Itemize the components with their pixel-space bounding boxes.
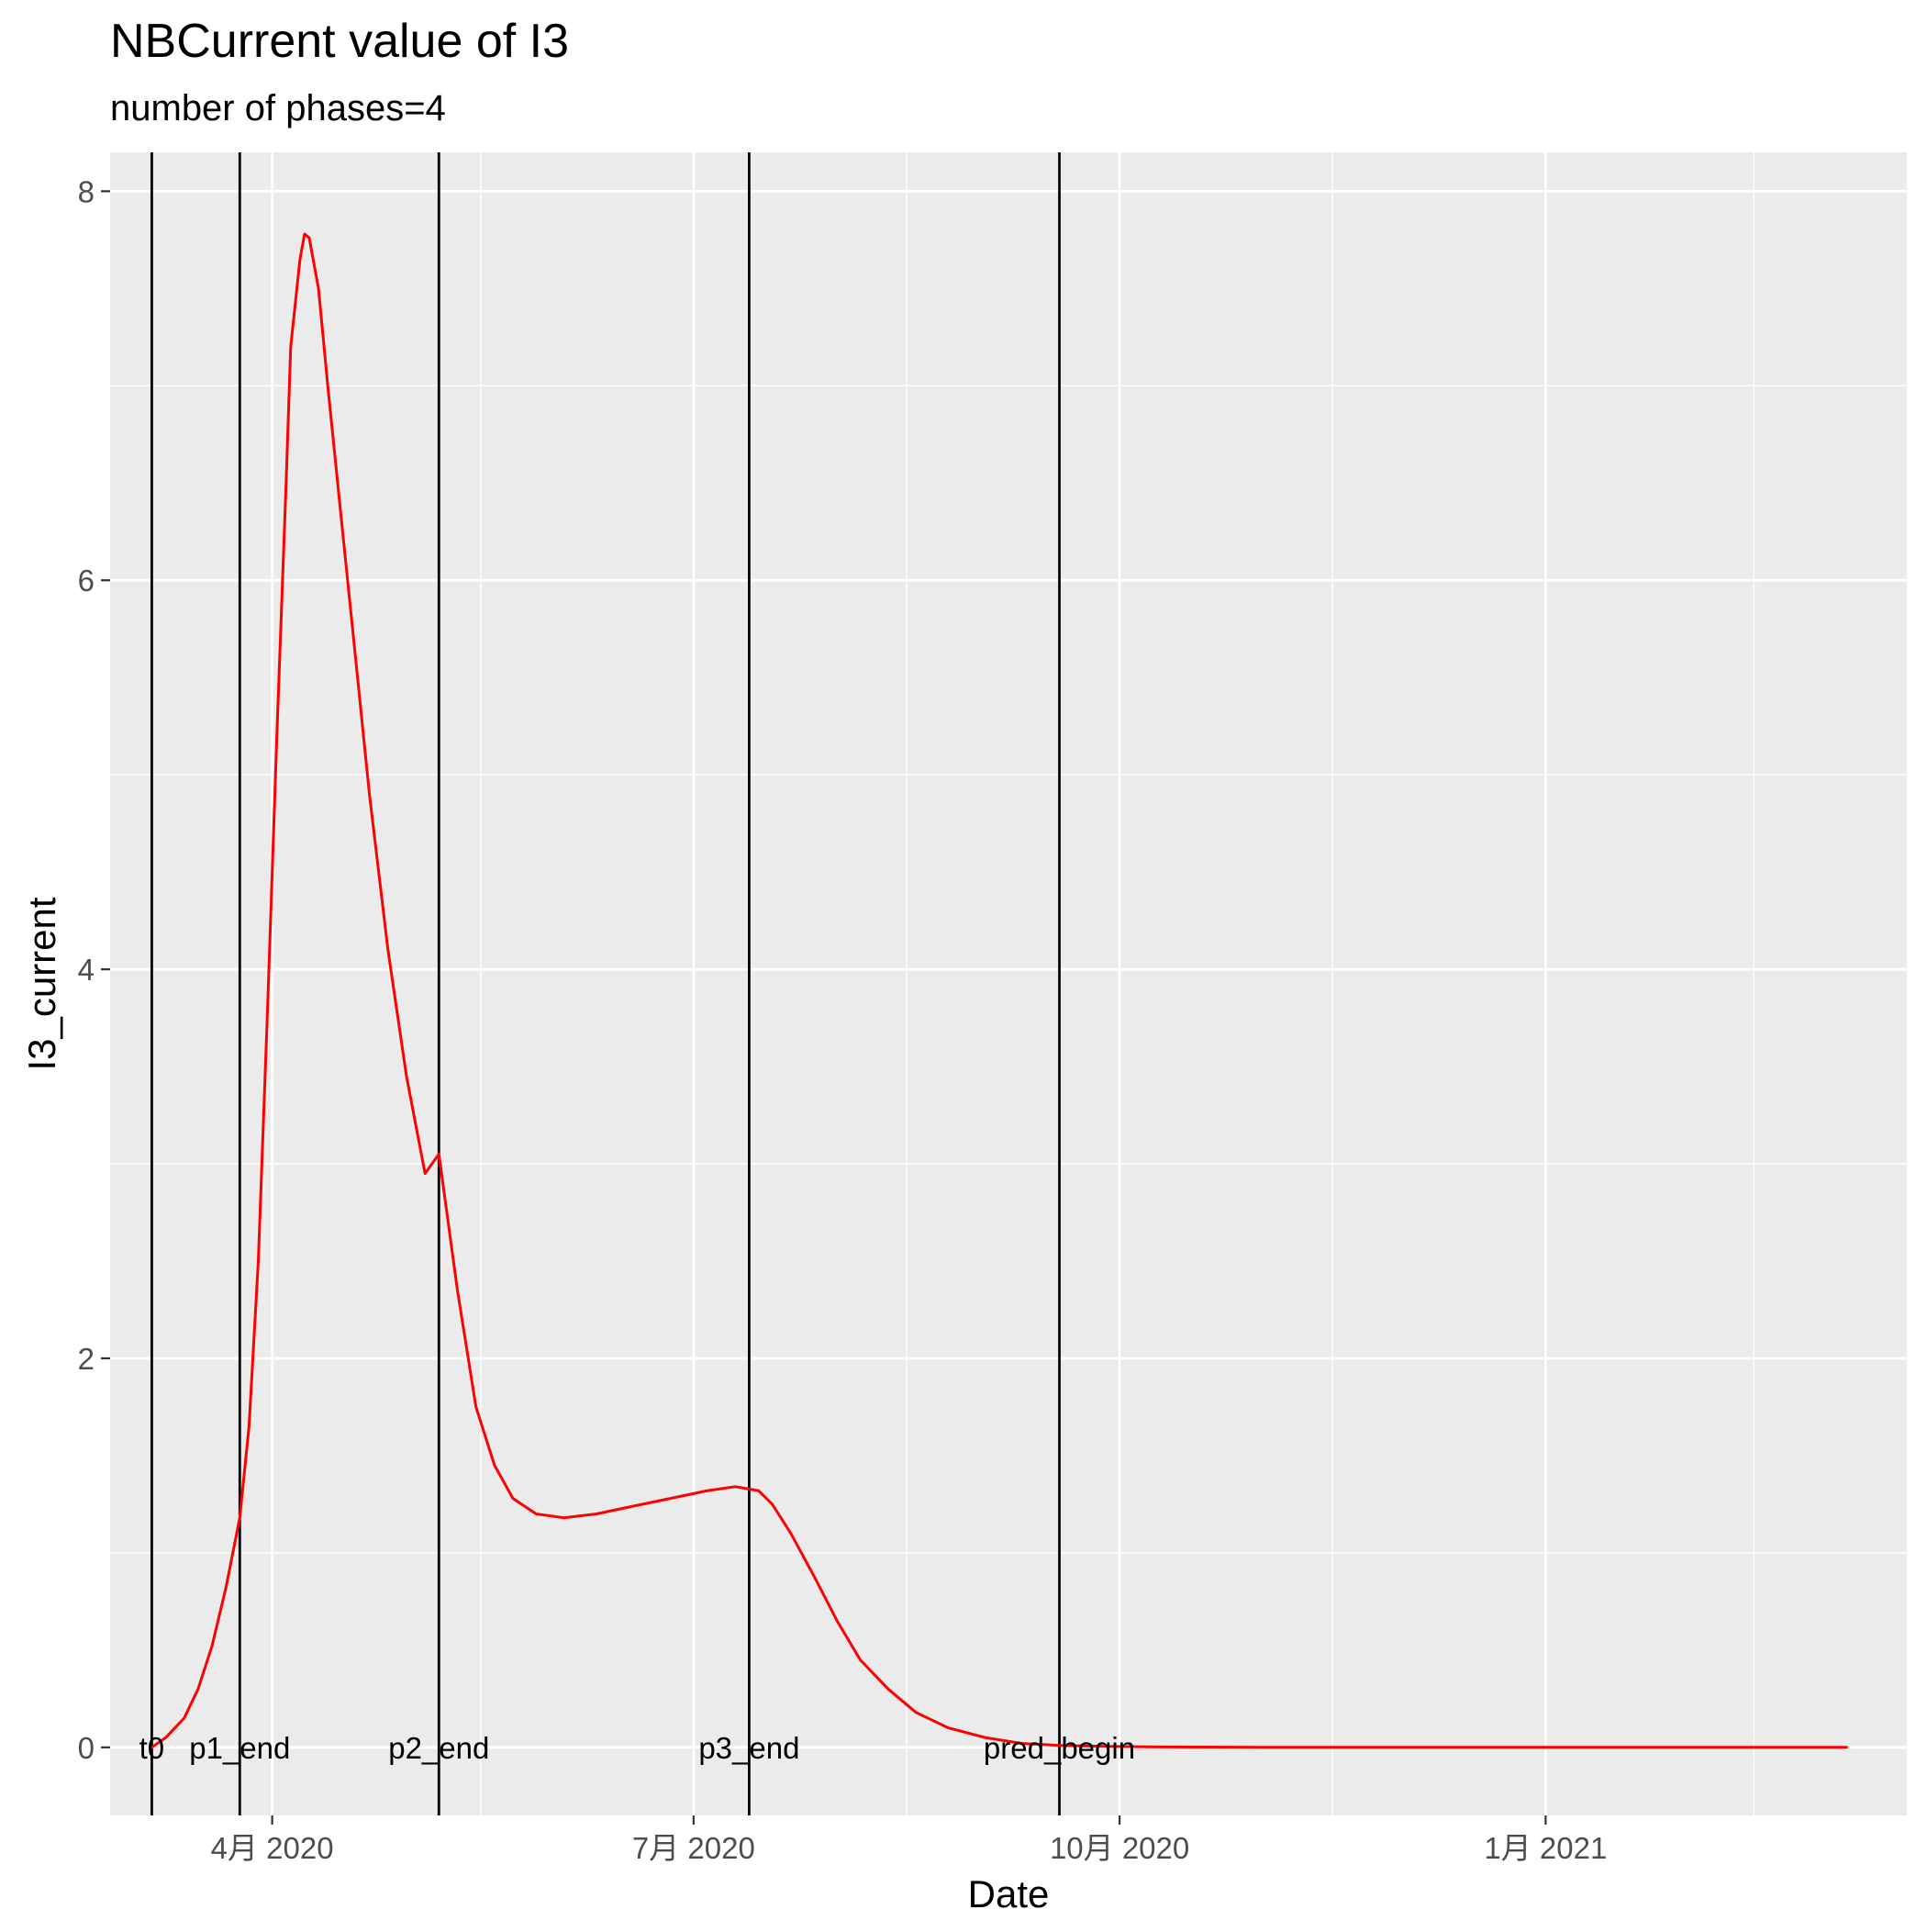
series-group (150, 232, 1848, 1749)
minor-gridlines (58, 152, 1907, 1815)
x-tick-label: 7月 2020 (632, 1831, 755, 1865)
y-tick-label: 2 (78, 1342, 95, 1376)
x-axis-ticks: 4月 2020 7月 2020 10月 2020 1月 2021 (211, 1815, 1607, 1865)
phase-marker-label: pred_begin (984, 1731, 1135, 1765)
phase-marker-label: p3_end (698, 1731, 799, 1765)
x-axis-title: Date (968, 1872, 1050, 1915)
y-tick-label: 6 (78, 564, 95, 597)
phase-marker-label: p2_end (388, 1731, 489, 1765)
phase-markers (150, 152, 1061, 1815)
series-line (150, 232, 1848, 1749)
phase-marker-label: t0 (139, 1731, 165, 1765)
plot-panel (110, 152, 1907, 1815)
y-axis-title: I3_current (20, 897, 63, 1070)
x-tick-label: 1月 2021 (1484, 1831, 1607, 1865)
x-tick-label: 4月 2020 (211, 1831, 334, 1865)
y-tick-label: 0 (78, 1731, 95, 1765)
chart-subtitle: number of phases=4 (110, 88, 446, 128)
y-tick-label: 4 (78, 953, 95, 987)
chart-title: NBCurrent value of I3 (110, 15, 569, 68)
y-tick-label: 8 (78, 174, 95, 208)
phase-marker-labels: t0 p1_end p2_end p3_end pred_begin (139, 1731, 1135, 1765)
phase-marker-label: p1_end (189, 1731, 290, 1765)
x-tick-label: 10月 2020 (1050, 1831, 1189, 1865)
y-axis-ticks: 0 2 4 6 8 (78, 174, 110, 1765)
